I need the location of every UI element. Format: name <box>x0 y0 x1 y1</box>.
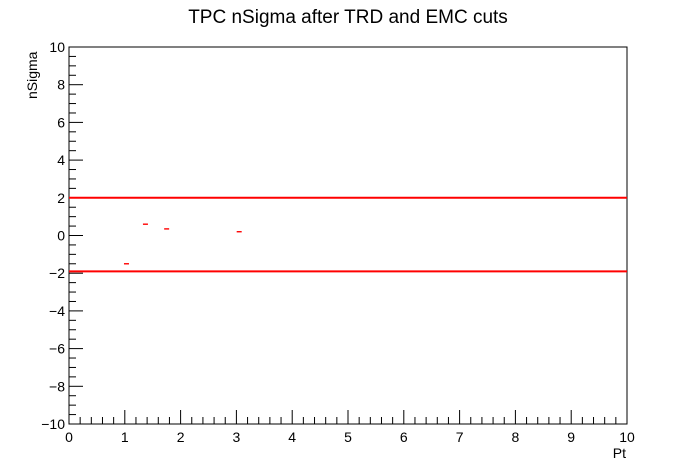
x-tick-label: 8 <box>512 429 520 445</box>
cut-lines <box>69 196 627 273</box>
y-tick-label: −10 <box>41 416 65 432</box>
data-points <box>123 223 242 265</box>
x-tick-label: 2 <box>177 429 185 445</box>
y-tick-label: −2 <box>49 265 65 281</box>
x-tick-label: 9 <box>567 429 575 445</box>
x-tick-label: 4 <box>288 429 296 445</box>
x-tick-label: 0 <box>65 429 73 445</box>
x-tick-label: 3 <box>233 429 241 445</box>
plot-frame <box>68 46 628 425</box>
y-tick-label: 10 <box>49 39 65 55</box>
y-tick-label: 0 <box>57 228 65 244</box>
y-tick-label: 2 <box>57 190 65 206</box>
y-tick-label: 8 <box>57 77 65 93</box>
chart-title: TPC nSigma after TRD and EMC cuts <box>188 7 508 28</box>
x-tick-label: 5 <box>344 429 352 445</box>
y-tick-label: 6 <box>57 114 65 130</box>
x-tick-label: 7 <box>456 429 464 445</box>
y-axis-label: nSigma <box>24 51 40 99</box>
x-axis-label: Pt <box>613 445 626 461</box>
x-tick-label: 1 <box>121 429 129 445</box>
x-tick-label: 6 <box>400 429 408 445</box>
y-tick-label: −8 <box>49 378 65 394</box>
x-axis-ticks: 0 1 2 3 4 5 6 7 8 9 10 <box>65 410 635 445</box>
y-tick-label: −4 <box>49 303 65 319</box>
y-axis-ticks: −10 −8 −6 −4 −2 0 2 4 6 8 10 <box>41 39 83 432</box>
y-tick-label: 4 <box>57 152 65 168</box>
y-tick-label: −6 <box>49 341 65 357</box>
x-tick-label: 10 <box>619 429 635 445</box>
